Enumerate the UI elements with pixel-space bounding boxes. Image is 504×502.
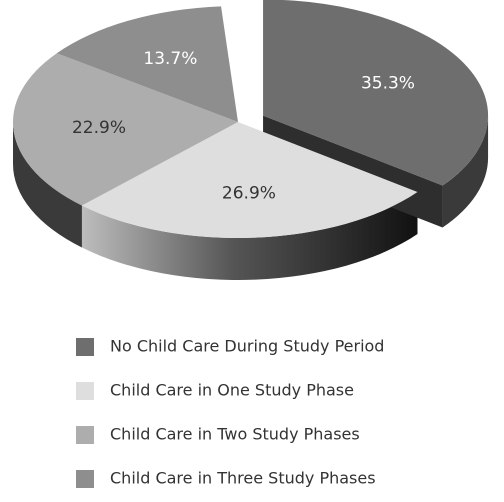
slice bbox=[13, 53, 238, 206]
slice-side bbox=[13, 122, 82, 248]
legend-swatch bbox=[76, 382, 94, 400]
slice-label: 22.9% bbox=[72, 118, 126, 138]
legend-swatch bbox=[76, 470, 94, 488]
legend-swatch bbox=[76, 426, 94, 444]
slice bbox=[263, 0, 489, 186]
slice-side bbox=[442, 115, 489, 228]
legend-swatch bbox=[76, 338, 94, 356]
legend-label: Child Care in One Study Phase bbox=[110, 381, 354, 400]
slice-label: 13.7% bbox=[143, 49, 197, 69]
slice-label: 26.9% bbox=[222, 184, 276, 204]
slice bbox=[81, 122, 418, 238]
slice-label: 35.3% bbox=[361, 74, 415, 94]
legend-label: Child Care in Three Study Phases bbox=[110, 469, 376, 488]
legend-label: No Child Care During Study Period bbox=[110, 337, 384, 356]
legend-label: Child Care in Two Study Phases bbox=[110, 425, 360, 444]
slice-side bbox=[81, 191, 418, 280]
slice bbox=[56, 6, 238, 123]
